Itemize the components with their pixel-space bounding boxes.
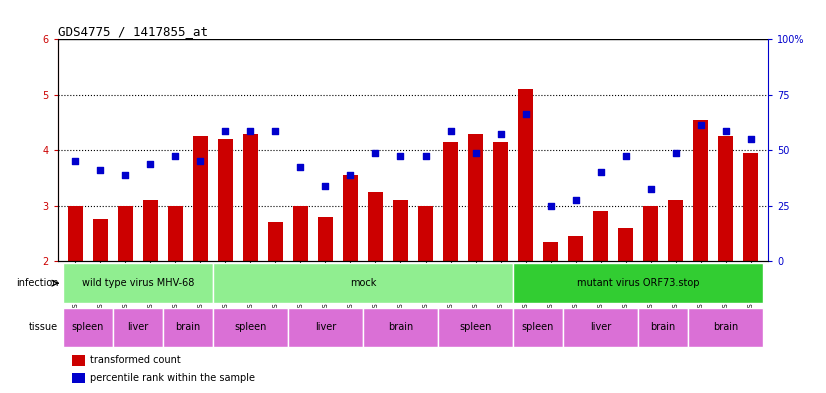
Bar (193, 136, 208, 261)
Text: tissue: tissue (29, 323, 59, 332)
Point (194, 158, 207, 164)
FancyBboxPatch shape (213, 308, 288, 347)
Point (244, 128, 257, 134)
Bar (443, 142, 458, 261)
Point (594, 169, 607, 175)
Text: brain: brain (175, 323, 201, 332)
Point (569, 197, 582, 203)
FancyBboxPatch shape (638, 308, 688, 347)
Bar (168, 206, 183, 261)
Bar (518, 89, 533, 261)
Point (93, 166, 107, 173)
Point (344, 172, 357, 178)
Point (719, 128, 733, 134)
Bar (318, 217, 333, 261)
Text: spleen: spleen (459, 323, 491, 332)
FancyBboxPatch shape (563, 308, 638, 347)
Point (119, 172, 132, 178)
Bar (493, 142, 508, 261)
Bar (118, 206, 133, 261)
Text: brain: brain (713, 323, 738, 332)
Bar (468, 134, 483, 261)
Text: brain: brain (388, 323, 413, 332)
Text: liver: liver (590, 323, 611, 332)
Point (669, 150, 682, 156)
Point (744, 136, 757, 142)
FancyBboxPatch shape (113, 308, 163, 347)
Point (294, 163, 307, 170)
FancyBboxPatch shape (513, 308, 563, 347)
Text: brain: brain (651, 323, 676, 332)
Text: spleen: spleen (522, 323, 554, 332)
Point (694, 122, 707, 129)
Text: liver: liver (315, 323, 336, 332)
FancyBboxPatch shape (513, 263, 763, 303)
FancyBboxPatch shape (438, 308, 513, 347)
FancyBboxPatch shape (63, 308, 113, 347)
Point (519, 111, 532, 117)
Bar (568, 236, 583, 261)
Bar (218, 139, 233, 261)
Point (268, 128, 282, 134)
Point (394, 152, 407, 159)
Text: spleen: spleen (72, 323, 104, 332)
Bar (668, 200, 683, 261)
Text: mutant virus ORF73.stop: mutant virus ORF73.stop (577, 278, 700, 288)
Text: mock: mock (349, 278, 376, 288)
Point (419, 152, 432, 159)
Point (144, 161, 157, 167)
Point (219, 128, 232, 134)
Bar (368, 192, 383, 261)
Text: infection: infection (16, 278, 59, 288)
Bar (543, 242, 558, 261)
Bar (643, 206, 658, 261)
Text: transformed count: transformed count (90, 355, 181, 365)
Bar (93, 219, 108, 261)
FancyBboxPatch shape (363, 308, 438, 347)
Bar (343, 175, 358, 261)
Bar (393, 200, 408, 261)
Point (644, 186, 657, 192)
Text: percentile rank within the sample: percentile rank within the sample (90, 373, 254, 383)
Bar (243, 134, 258, 261)
Point (469, 150, 482, 156)
FancyBboxPatch shape (63, 263, 213, 303)
FancyBboxPatch shape (213, 263, 513, 303)
Bar (268, 222, 283, 261)
Bar (293, 206, 308, 261)
Bar (618, 228, 633, 261)
Point (319, 183, 332, 189)
FancyBboxPatch shape (288, 308, 363, 347)
Point (369, 150, 382, 156)
Point (444, 128, 457, 134)
FancyBboxPatch shape (163, 308, 213, 347)
Text: wild type virus MHV-68: wild type virus MHV-68 (82, 278, 194, 288)
Bar (68, 206, 83, 261)
Point (619, 152, 632, 159)
Text: liver: liver (127, 323, 149, 332)
Point (169, 152, 182, 159)
Bar (593, 211, 608, 261)
FancyBboxPatch shape (688, 308, 763, 347)
Bar (418, 206, 433, 261)
Bar (143, 200, 158, 261)
Bar (72, 355, 85, 365)
Point (69, 158, 82, 164)
Point (544, 202, 558, 209)
Bar (718, 136, 733, 261)
Bar (693, 119, 708, 261)
Bar (743, 153, 758, 261)
Text: GDS4775 / 1417855_at: GDS4775 / 1417855_at (58, 25, 208, 38)
Bar (72, 373, 85, 383)
Text: spleen: spleen (235, 323, 267, 332)
Point (494, 130, 507, 137)
